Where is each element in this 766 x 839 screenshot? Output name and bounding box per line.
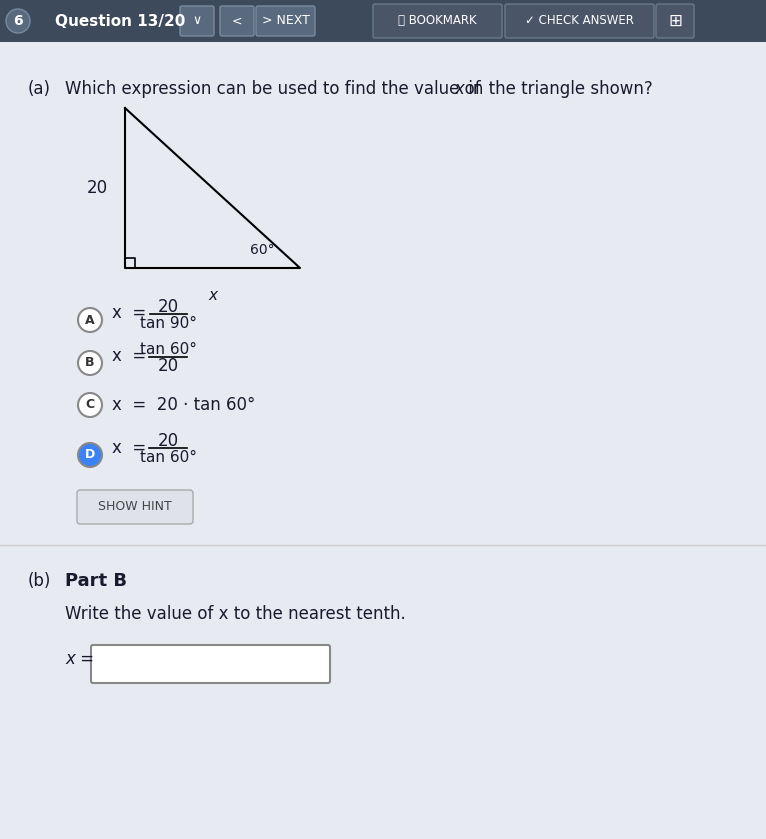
Circle shape [78, 351, 102, 375]
Text: Part B: Part B [65, 572, 127, 590]
Text: ∨: ∨ [192, 14, 201, 28]
Text: SHOW HINT: SHOW HINT [98, 501, 172, 513]
Text: B: B [85, 357, 95, 369]
Text: > NEXT: > NEXT [261, 14, 309, 28]
FancyBboxPatch shape [656, 4, 694, 38]
Text: 20: 20 [158, 357, 178, 375]
Text: 20: 20 [87, 179, 107, 197]
Text: tan 60°: tan 60° [139, 342, 197, 357]
Text: in the triangle shown?: in the triangle shown? [463, 80, 653, 98]
FancyBboxPatch shape [256, 6, 315, 36]
FancyBboxPatch shape [505, 4, 654, 38]
Text: x  =: x = [112, 304, 146, 322]
FancyBboxPatch shape [0, 42, 766, 839]
Text: A: A [85, 314, 95, 326]
Text: ⊞: ⊞ [668, 12, 682, 30]
Text: 20: 20 [158, 432, 178, 450]
Circle shape [78, 393, 102, 417]
FancyBboxPatch shape [77, 490, 193, 524]
Text: tan 60°: tan 60° [139, 451, 197, 466]
Text: Write the value of x to the nearest tenth.: Write the value of x to the nearest tent… [65, 605, 406, 623]
Text: x  =  20 · tan 60°: x = 20 · tan 60° [112, 396, 255, 414]
Text: x: x [454, 80, 464, 98]
Text: 6: 6 [13, 14, 23, 28]
Text: (b): (b) [28, 572, 51, 590]
Text: 60°: 60° [250, 243, 275, 257]
Circle shape [78, 308, 102, 332]
FancyBboxPatch shape [0, 0, 766, 42]
Text: tan 90°: tan 90° [139, 315, 197, 331]
Circle shape [78, 443, 102, 467]
Text: x  =: x = [112, 439, 146, 457]
Text: 🔖 BOOKMARK: 🔖 BOOKMARK [398, 14, 476, 28]
Text: (a): (a) [28, 80, 51, 98]
FancyBboxPatch shape [373, 4, 502, 38]
Circle shape [6, 9, 30, 33]
FancyBboxPatch shape [180, 6, 214, 36]
Text: C: C [86, 399, 94, 411]
Text: Which expression can be used to find the value of: Which expression can be used to find the… [65, 80, 491, 98]
Text: ✓ CHECK ANSWER: ✓ CHECK ANSWER [525, 14, 633, 28]
FancyBboxPatch shape [220, 6, 254, 36]
Text: D: D [85, 449, 95, 461]
Text: Question 13/20: Question 13/20 [55, 13, 185, 29]
Text: 20: 20 [158, 298, 178, 316]
Text: x: x [208, 288, 217, 303]
Text: <: < [232, 14, 242, 28]
FancyBboxPatch shape [91, 645, 330, 683]
Text: x =: x = [65, 650, 94, 668]
Text: x  =: x = [112, 347, 146, 365]
